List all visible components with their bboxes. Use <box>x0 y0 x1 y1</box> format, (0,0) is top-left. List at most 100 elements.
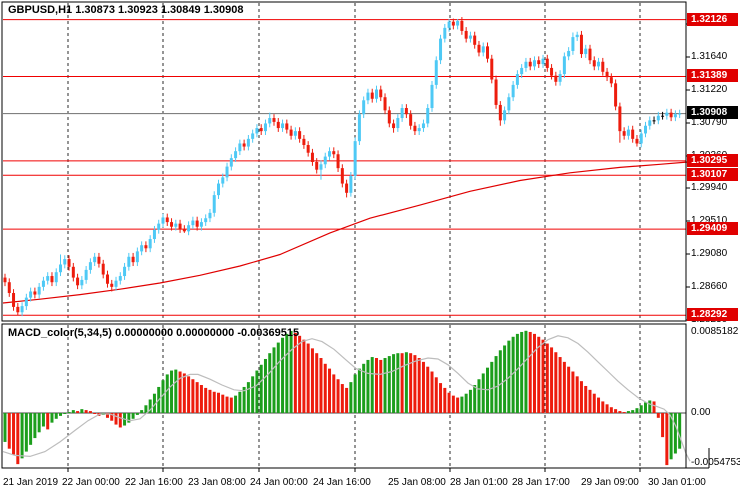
macd-histogram-bar <box>614 409 618 413</box>
candle-body <box>110 283 114 287</box>
macd-histogram-bar <box>528 331 532 413</box>
price-axis-label: 1.28660 <box>691 281 728 292</box>
macd-histogram-bar <box>396 353 400 413</box>
candle-body <box>575 34 579 38</box>
candle-body <box>622 131 626 136</box>
candle-body <box>601 61 605 72</box>
candle-body <box>541 58 545 65</box>
candle-body <box>669 112 673 118</box>
candle-body <box>468 35 472 39</box>
moving-average-line <box>2 161 689 304</box>
time-axis-label: 22 Jan 16:00 <box>125 477 183 488</box>
level-price-badge: 1.30295 <box>687 154 738 167</box>
macd-histogram-bar <box>515 333 519 413</box>
macd-histogram-bar <box>310 348 314 413</box>
candle-body <box>285 123 289 130</box>
macd-histogram-bar <box>554 352 558 413</box>
macd-histogram-bar <box>302 339 306 413</box>
candle-body <box>524 61 528 68</box>
candle-body <box>626 129 630 136</box>
candle-body <box>76 277 80 286</box>
macd-histogram-bar <box>456 397 460 413</box>
macd-histogram-bar <box>268 353 272 413</box>
macd-histogram-bar <box>46 413 50 430</box>
time-axis-label: 30 Jan 01:00 <box>648 477 706 488</box>
macd-histogram-bar <box>251 376 255 413</box>
macd-histogram-bar <box>584 385 588 413</box>
macd-histogram-bar <box>88 411 92 413</box>
candle-body <box>434 60 438 85</box>
candle-body <box>409 114 413 126</box>
price-axis-label: 1.29510 <box>691 215 728 226</box>
main-pane-border <box>1 1 687 322</box>
macd-histogram-bar <box>532 333 536 413</box>
macd-axis-label: 0.0085182 <box>691 326 739 337</box>
macd-histogram-bar <box>148 399 152 413</box>
macd-histogram-bar <box>498 350 502 413</box>
candle-body <box>473 35 477 45</box>
macd-histogram-bar <box>67 412 71 414</box>
candle-body <box>144 245 148 249</box>
macd-histogram-bar <box>417 358 421 413</box>
candle-body <box>152 229 156 240</box>
candle-body <box>67 259 71 267</box>
candle-body <box>302 138 306 146</box>
candle-body <box>148 239 152 249</box>
macd-histogram-bar <box>242 386 246 413</box>
macd-histogram-bar <box>575 376 579 413</box>
candle-body <box>673 114 677 118</box>
candle-body <box>451 21 455 26</box>
candle-body <box>558 74 562 82</box>
macd-histogram-bar <box>345 387 349 413</box>
candle-body <box>379 89 383 98</box>
macd-histogram-bar <box>601 401 605 413</box>
candle-body <box>614 83 618 107</box>
price-axis-label: 1.30790 <box>691 117 728 128</box>
macd-histogram-bar <box>328 368 332 413</box>
candle-body <box>306 145 310 153</box>
macd-histogram-bar <box>673 413 677 454</box>
macd-histogram-bar <box>481 373 485 413</box>
macd-histogram-bar <box>571 371 575 413</box>
macd-histogram-bar <box>413 355 417 413</box>
candle-body <box>597 61 601 67</box>
macd-histogram-bar <box>558 357 562 413</box>
macd-histogram-bar <box>80 409 84 413</box>
macd-histogram-bar <box>451 395 455 413</box>
candle-body <box>528 61 532 67</box>
candle-body <box>336 154 340 169</box>
macd-histogram-bar <box>332 374 336 413</box>
candle-body <box>187 225 191 232</box>
candle-body <box>464 30 468 39</box>
macd-histogram-bar <box>392 354 396 413</box>
candle-body <box>532 60 536 67</box>
candle-body <box>443 27 447 39</box>
macd-histogram-bar <box>490 361 494 413</box>
macd-histogram-bar <box>319 358 323 413</box>
candle-body <box>503 110 507 121</box>
macd-histogram-bar <box>289 331 293 413</box>
candle-body <box>648 120 652 126</box>
candle-body <box>656 115 660 121</box>
macd-histogram-bar <box>29 413 33 445</box>
macd-histogram-bar <box>195 382 199 413</box>
macd-histogram-bar <box>259 364 263 413</box>
macd-histogram-bar <box>678 413 682 449</box>
candle-body <box>59 264 63 273</box>
candle-body <box>33 291 37 295</box>
candle-body <box>118 276 122 281</box>
candle-body <box>498 104 502 121</box>
macd-histogram-bar <box>421 361 425 413</box>
macd-histogram-bar <box>541 339 545 413</box>
candle-body <box>127 256 131 267</box>
candle-body <box>7 282 11 294</box>
macd-histogram-bar <box>379 359 383 413</box>
candle-body <box>357 114 361 142</box>
candle-body <box>50 276 54 283</box>
macd-histogram-bar <box>609 407 613 413</box>
macd-histogram-bar <box>110 413 114 421</box>
macd-histogram-bar <box>225 396 229 413</box>
candle-body <box>71 266 75 278</box>
candle-body <box>383 97 387 111</box>
